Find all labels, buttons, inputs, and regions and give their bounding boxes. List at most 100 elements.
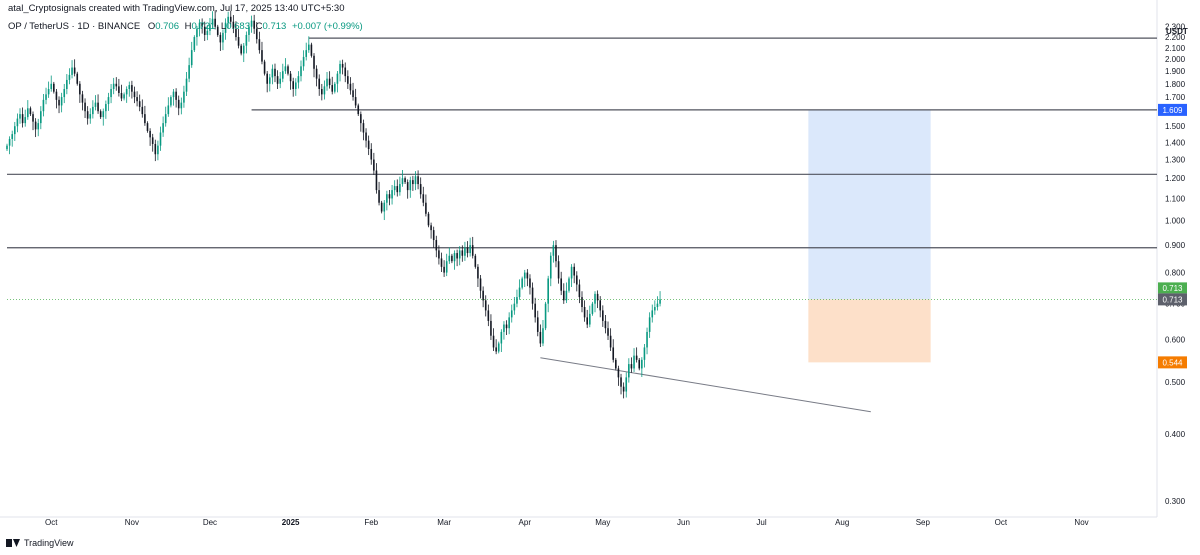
candle-body xyxy=(47,89,50,95)
tradingview-footer[interactable]: TradingView xyxy=(6,538,74,548)
candle-body xyxy=(560,278,562,291)
entry-price-badge-bg xyxy=(1158,293,1187,306)
candle-body xyxy=(326,78,328,87)
candle-body xyxy=(328,78,331,86)
candle-body xyxy=(581,297,583,308)
candle-body xyxy=(292,81,295,90)
candle-body xyxy=(154,143,157,155)
candle-body xyxy=(331,85,334,92)
symbol-legend: OP / TetherUS · 1D · BINANCE O0.706 H0.7… xyxy=(8,21,363,32)
candle-body xyxy=(16,118,19,127)
candle-body xyxy=(539,331,542,344)
candle-body xyxy=(318,78,321,90)
candle-body xyxy=(445,261,448,273)
candle-body xyxy=(180,102,183,109)
candle-body xyxy=(89,114,92,119)
candle-body xyxy=(466,247,469,254)
candle-body xyxy=(526,272,529,279)
stop-price-badge-bg xyxy=(1158,356,1187,369)
candle-body xyxy=(508,317,510,329)
candle-body xyxy=(112,83,115,90)
candle-body xyxy=(542,328,544,344)
tradingview-brand: TradingView xyxy=(24,538,74,548)
candle-body xyxy=(34,121,37,130)
candle-body xyxy=(500,331,503,344)
candle-body xyxy=(245,34,248,46)
candle-body xyxy=(562,290,565,301)
open-value: 0.706 xyxy=(155,21,179,32)
low-label: L xyxy=(220,21,227,32)
current-price-badge: 0.713 xyxy=(1162,284,1183,293)
candle-body xyxy=(63,89,66,98)
candle-body xyxy=(8,138,11,146)
candle-body xyxy=(138,101,141,107)
candle-body xyxy=(149,130,151,138)
candle-body xyxy=(367,140,370,150)
high-label: H xyxy=(184,21,192,32)
candle-body xyxy=(393,186,396,191)
y-tick-label: 0.500 xyxy=(1165,378,1186,387)
candle-body xyxy=(482,290,484,301)
candle-body xyxy=(534,303,536,318)
level-price-badge-bg xyxy=(1158,103,1187,116)
y-tick-label: 1.100 xyxy=(1165,194,1186,203)
candle-body xyxy=(94,102,97,107)
candle-body xyxy=(302,56,305,67)
candle-body xyxy=(412,180,414,185)
candle-body xyxy=(159,132,162,146)
candle-body xyxy=(435,240,438,251)
candle-body xyxy=(497,343,500,352)
candle-body xyxy=(300,66,302,77)
level-price-badge: 1.609 xyxy=(1162,106,1183,115)
currency-unit: USDT xyxy=(1166,27,1188,36)
candle-body xyxy=(339,63,341,74)
candle-body xyxy=(630,364,633,369)
candle-body xyxy=(341,63,344,68)
candle-body xyxy=(294,82,297,90)
candle-body xyxy=(102,111,105,118)
candle-body xyxy=(177,99,180,109)
candle-body xyxy=(162,123,164,133)
candle-body xyxy=(185,78,188,92)
candle-body xyxy=(531,287,534,304)
candle-body xyxy=(602,310,604,321)
candle-body xyxy=(92,106,94,115)
candle-body xyxy=(380,202,383,212)
stop-price-badge: 0.544 xyxy=(1162,358,1183,367)
y-tick-label: 1.000 xyxy=(1165,217,1186,226)
candle-body xyxy=(648,317,651,332)
candle-body xyxy=(125,89,128,95)
y-tick-label: 0.400 xyxy=(1165,430,1186,439)
candle-body xyxy=(583,307,586,318)
tradingview-logo-icon xyxy=(6,538,20,548)
candle-body xyxy=(568,278,570,291)
candle-body xyxy=(464,247,466,256)
candle-body xyxy=(344,67,347,77)
candle-body xyxy=(42,99,45,112)
candle-body xyxy=(71,67,73,75)
x-tick-label: Nov xyxy=(1074,518,1088,527)
candle-body xyxy=(617,368,620,378)
candle-body xyxy=(86,111,89,119)
candle-body xyxy=(146,123,149,131)
x-tick-label: Jul xyxy=(756,518,766,527)
candle-body xyxy=(37,123,40,130)
candle-body xyxy=(284,66,287,72)
candle-body xyxy=(479,278,482,291)
candle-body xyxy=(409,180,412,191)
candle-body xyxy=(440,258,443,267)
support-trendline xyxy=(540,357,871,413)
candle-body xyxy=(386,194,388,203)
candle-body xyxy=(11,134,14,139)
candle-body xyxy=(211,18,214,25)
close-value: 0.713 xyxy=(262,21,287,32)
entry-price-badge: 0.713 xyxy=(1162,295,1183,304)
x-tick-label: Oct xyxy=(995,518,1008,527)
candle-body xyxy=(586,317,589,325)
candle-body xyxy=(555,245,557,262)
candle-body xyxy=(604,320,607,329)
y-tick-label: 2.100 xyxy=(1165,44,1186,53)
candle-body xyxy=(206,30,209,35)
candle-body xyxy=(99,111,102,118)
